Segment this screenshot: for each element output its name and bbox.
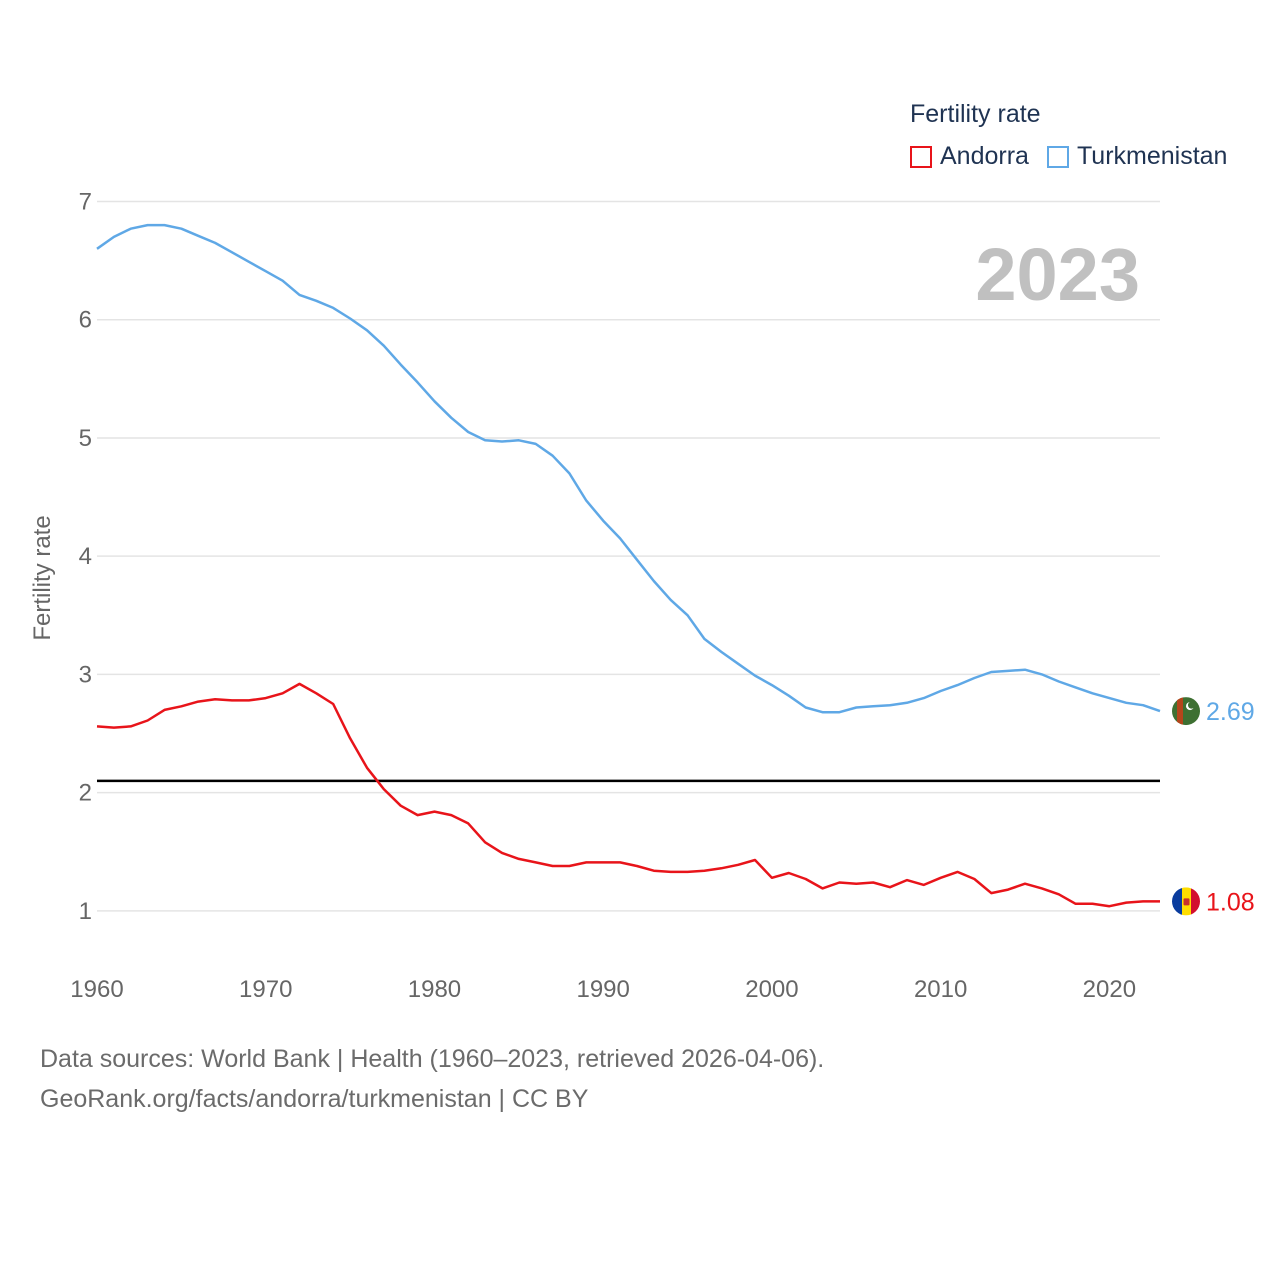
end-label-andorra: 1.08 [1206,888,1255,916]
grid [97,200,1160,912]
y-tick-label: 4 [79,543,92,570]
series-line-andorra [96,682,1160,908]
legend-title: Fertility rate [910,100,1041,128]
x-tick-label: 1960 [70,976,123,1003]
legend: Andorra Turkmenistan [910,142,1245,171]
x-axis-ticks: 1960 1970 1980 1990 2000 2010 2020 [70,976,1136,1003]
y-axis-label: Fertility rate [29,515,56,640]
x-tick-label: 2000 [745,976,798,1003]
andorra-flag-icon [1172,887,1200,916]
legend-label-andorra: Andorra [940,142,1029,170]
legend-item-andorra[interactable]: Andorra [910,142,1029,171]
y-tick-label: 5 [79,425,92,452]
y-tick-label: 3 [79,661,92,688]
end-markers: 2.69 1.08 [1172,697,1255,916]
turkmenistan-flag-icon [1172,697,1200,726]
data-source-text: Data sources: World Bank | Health (1960–… [40,1045,825,1073]
x-tick-label: 2020 [1083,976,1136,1003]
y-tick-label: 2 [79,780,92,807]
x-tick-label: 1980 [408,976,461,1003]
x-tick-label: 1990 [576,976,629,1003]
y-tick-label: 1 [79,898,92,925]
legend-item-turkmenistan[interactable]: Turkmenistan [1046,142,1228,171]
y-tick-label: 6 [79,307,92,334]
y-axis-ticks: 1 2 3 4 5 6 7 [79,188,92,924]
source-link[interactable]: GeoRank.org/facts/andorra/turkmenistan |… [40,1085,589,1113]
x-tick-label: 1970 [239,976,292,1003]
y-tick-label: 7 [79,188,92,215]
x-tick-label: 2010 [914,976,967,1003]
legend-swatch-turkmenistan [1046,145,1069,168]
series-line-turkmenistan [96,223,1161,714]
series-lines [96,223,1161,908]
end-label-turkmenistan: 2.69 [1206,698,1255,726]
year-label: 2023 [975,233,1140,316]
legend-label-turkmenistan: Turkmenistan [1076,142,1228,170]
legend-swatch-andorra [910,145,932,168]
